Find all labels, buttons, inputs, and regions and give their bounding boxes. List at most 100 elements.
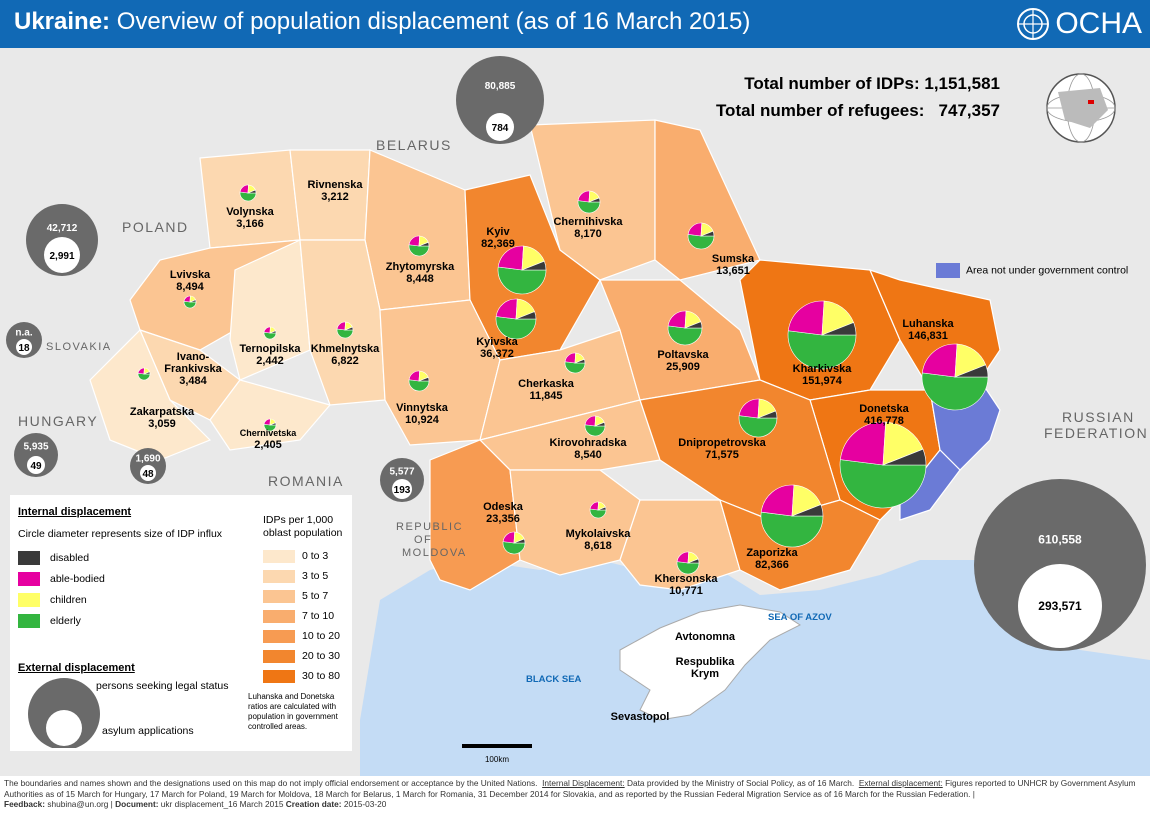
oblast-idp-value: 146,831 bbox=[908, 330, 948, 342]
seeking-status-value: n.a. bbox=[15, 328, 32, 339]
pie-slice-disabled bbox=[597, 506, 607, 511]
pie-slice-elderly bbox=[577, 200, 601, 214]
pie-slice-disabled bbox=[269, 422, 277, 426]
oblast-idp-value: 3,059 bbox=[148, 418, 176, 430]
total-idps-row: Total number of IDPs: 1,151,581 bbox=[716, 70, 1000, 97]
scale-bar: 100km bbox=[462, 744, 532, 764]
asylum-circle bbox=[16, 339, 32, 355]
idp-pie bbox=[495, 298, 537, 340]
country-label-russia-2: FEDERATION bbox=[1044, 425, 1148, 441]
oblast-name-label: Zhytomyrska bbox=[386, 261, 455, 273]
pie-slice-elderly bbox=[839, 459, 927, 509]
idp-pie-layer bbox=[137, 184, 989, 575]
ramp-swatch bbox=[263, 630, 295, 643]
legend-ramp-title-2: oblast population bbox=[263, 527, 343, 539]
legend-asylum-label: asylum applications bbox=[102, 725, 194, 737]
country-label-moldova-3: MOLDOVA bbox=[402, 547, 467, 559]
ramp-label: 5 to 7 bbox=[302, 590, 329, 602]
country-label-belarus: BELARUS bbox=[376, 137, 452, 153]
oblast-idp-value: 8,170 bbox=[574, 228, 602, 240]
asylum-value: 49 bbox=[30, 461, 42, 472]
pie-slice-elderly bbox=[183, 300, 197, 309]
external-circle-slovakia: n.a. 18 bbox=[6, 322, 42, 358]
oblast-idp-value: 8,448 bbox=[406, 273, 434, 285]
non-government-legend: Area not under government control bbox=[936, 263, 1128, 278]
footer-document-value: ukr displacement_16 March 2015 bbox=[160, 799, 284, 809]
country-label-russia-1: RUSSIAN bbox=[1062, 409, 1135, 425]
pie-slice-able-bodied bbox=[787, 300, 825, 336]
pie-slice-elderly bbox=[687, 234, 715, 250]
pie-slice-disabled bbox=[574, 358, 586, 364]
pie-slice-disabled bbox=[189, 299, 197, 303]
pie-slice-disabled bbox=[700, 230, 715, 237]
external-circle-belarus: 80,885 784 bbox=[456, 56, 544, 144]
oblast-name-label: Sumska bbox=[712, 253, 755, 265]
legend-circle-note: Circle diameter represents size of IDP i… bbox=[18, 528, 223, 540]
idp-pie bbox=[584, 415, 606, 437]
oblast-idp-value: 10,924 bbox=[405, 414, 440, 426]
oblast-idp-value: 3,212 bbox=[321, 191, 349, 203]
total-idps-label: Total number of IDPs: bbox=[744, 74, 920, 93]
pie-slice-elderly bbox=[676, 561, 700, 575]
idp-pie bbox=[667, 310, 703, 346]
crimea-label-2: Respublika bbox=[676, 656, 736, 668]
pie-slice-disabled bbox=[513, 538, 526, 544]
external-circle-romania: 1,690 48 bbox=[130, 448, 166, 484]
footer-disclaimer: The boundaries and names shown and the d… bbox=[4, 778, 538, 788]
country-label-moldova-2: OF bbox=[414, 534, 432, 546]
ramp-swatch bbox=[263, 590, 295, 603]
oblast-name-label: Zaporizka bbox=[746, 547, 798, 559]
idp-pie bbox=[408, 370, 430, 392]
idp-pie bbox=[676, 551, 700, 575]
seeking-status-value: 610,558 bbox=[1038, 533, 1082, 547]
country-label-romania: ROMANIA bbox=[268, 473, 344, 489]
non-government-swatch bbox=[936, 263, 960, 278]
idp-pie bbox=[263, 326, 277, 340]
idp-pie bbox=[738, 398, 778, 438]
oblast-name-label: Dnipropetrovska bbox=[678, 437, 766, 449]
pie-slice-disabled bbox=[247, 189, 257, 194]
pie-slice-disabled bbox=[344, 326, 354, 331]
legend-label-elderly: elderly bbox=[50, 615, 81, 627]
total-refugees-label: Total number of refugees: bbox=[715, 101, 925, 120]
external-circle-poland: 42,712 2,991 bbox=[26, 204, 98, 276]
pie-slice-elderly bbox=[502, 541, 526, 555]
legend-label-able-bodied: able-bodied bbox=[50, 573, 105, 585]
ramp-label: 3 to 5 bbox=[302, 570, 329, 582]
page-title: Ukraine: Overview of population displace… bbox=[14, 8, 750, 36]
idp-pie bbox=[408, 235, 430, 257]
legend-internal-title: Internal displacement bbox=[18, 506, 132, 518]
oblast-idp-value: 8,540 bbox=[574, 449, 602, 461]
legend-label-children: children bbox=[50, 594, 87, 606]
pie-slice-elderly bbox=[239, 191, 257, 202]
pie-slice-elderly bbox=[584, 424, 606, 437]
pie-slice-able-bodied bbox=[760, 484, 795, 517]
oblast-idp-value: 3,484 bbox=[179, 375, 207, 387]
ramp-swatch bbox=[263, 550, 295, 563]
crimea-region bbox=[619, 604, 802, 721]
oblast-idp-value: 71,575 bbox=[705, 449, 739, 461]
ramp-label: 20 to 30 bbox=[302, 650, 340, 662]
asylum-circle bbox=[27, 456, 45, 474]
oblast-name-label: Vinnytska bbox=[396, 402, 449, 414]
asylum-value: 293,571 bbox=[1038, 599, 1082, 613]
legend-swatch-children bbox=[18, 593, 40, 607]
oblast-idp-value: 13,651 bbox=[716, 265, 750, 277]
oblast-name-label: Poltavska bbox=[657, 349, 709, 361]
asylum-circle bbox=[140, 465, 156, 481]
pie-slice-disabled bbox=[757, 410, 778, 419]
legend-swatch-disabled bbox=[18, 551, 40, 565]
footer-feedback-link[interactable]: shubina@un.org bbox=[47, 799, 109, 809]
external-circle-hungary: 5,935 49 bbox=[14, 433, 58, 477]
asylum-circle bbox=[392, 479, 412, 499]
footer-document-label: Document: bbox=[115, 799, 159, 809]
asylum-circle bbox=[1018, 564, 1102, 648]
total-refugees-row: Total number of refugees: 747,357 bbox=[716, 97, 1000, 124]
ramp-swatch bbox=[263, 670, 295, 683]
ramp-label: 30 to 80 bbox=[302, 670, 340, 682]
oblast-name-label: Ternopilska bbox=[240, 343, 302, 355]
pie-slice-elderly bbox=[921, 372, 989, 411]
non-government-label: Area not under government control bbox=[966, 264, 1129, 277]
footer-internal-text: Data provided by the Ministry of Social … bbox=[626, 778, 855, 788]
pie-slice-elderly bbox=[738, 415, 778, 438]
